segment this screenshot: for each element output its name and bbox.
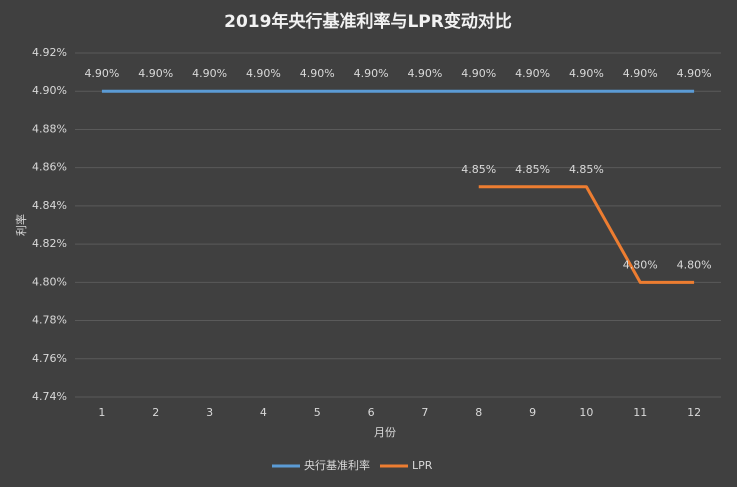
x-tick-label: 8: [475, 406, 482, 419]
x-tick-label: 6: [368, 406, 375, 419]
data-label: 4.80%: [623, 258, 658, 271]
data-label: 4.80%: [677, 258, 712, 271]
data-label: 4.85%: [461, 163, 496, 176]
data-label: 4.90%: [677, 67, 712, 80]
data-label: 4.85%: [515, 163, 550, 176]
x-tick-label: 7: [421, 406, 428, 419]
x-tick-label: 11: [633, 406, 647, 419]
y-tick-label: 4.88%: [32, 122, 67, 135]
data-label: 4.90%: [569, 67, 604, 80]
y-tick-label: 4.80%: [32, 275, 67, 288]
x-tick-label: 3: [206, 406, 213, 419]
data-label: 4.90%: [623, 67, 658, 80]
y-tick-label: 4.82%: [32, 237, 67, 250]
x-tick-label: 4: [260, 406, 267, 419]
data-label: 4.90%: [192, 67, 227, 80]
legend-label: 央行基准利率: [304, 458, 370, 472]
y-tick-label: 4.92%: [32, 46, 67, 59]
data-label: 4.90%: [138, 67, 173, 80]
x-tick-label: 12: [687, 406, 701, 419]
data-label: 4.90%: [407, 67, 442, 80]
y-tick-label: 4.76%: [32, 352, 67, 365]
y-tick-label: 4.90%: [32, 84, 67, 97]
x-tick-label: 2: [152, 406, 159, 419]
x-tick-label: 9: [529, 406, 536, 419]
chart-title: 2019年央行基准利率与LPR变动对比: [224, 11, 512, 32]
data-label: 4.90%: [246, 67, 281, 80]
data-label: 4.85%: [569, 163, 604, 176]
x-tick-label: 5: [314, 406, 321, 419]
y-tick-label: 4.78%: [32, 314, 67, 327]
y-tick-label: 4.74%: [32, 390, 67, 403]
data-label: 4.90%: [300, 67, 335, 80]
data-label: 4.90%: [354, 67, 389, 80]
data-label: 4.90%: [515, 67, 550, 80]
y-axis-label: 利率: [14, 214, 28, 236]
y-tick-label: 4.84%: [32, 199, 67, 212]
data-label: 4.90%: [84, 67, 119, 80]
x-tick-label: 10: [579, 406, 593, 419]
legend-label: LPR: [412, 459, 433, 472]
x-axis-label: 月份: [374, 426, 396, 439]
series-line: [478, 185, 695, 284]
data-label: 4.90%: [461, 67, 496, 80]
x-tick-label: 1: [98, 406, 105, 419]
y-tick-label: 4.86%: [32, 161, 67, 174]
